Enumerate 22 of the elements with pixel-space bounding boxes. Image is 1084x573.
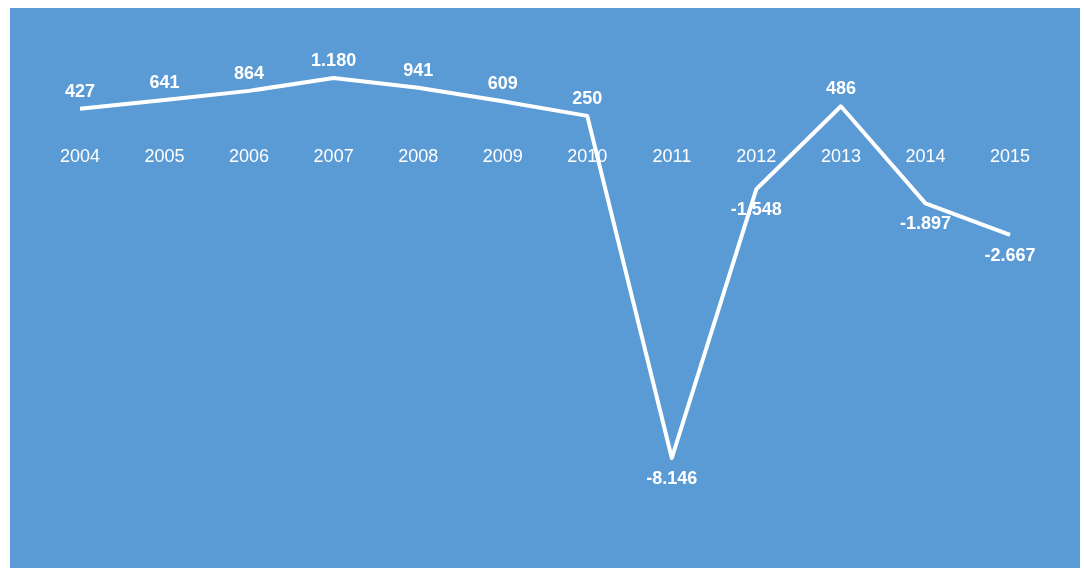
data-label: -8.146 (646, 468, 698, 488)
data-label: 1.180 (311, 50, 357, 70)
x-tick-label: 2008 (398, 146, 439, 167)
data-label: 941 (403, 59, 434, 80)
x-tick-label: 2006 (229, 146, 270, 167)
x-tick-label: 2012 (736, 146, 777, 167)
x-tick-label: 2009 (482, 146, 523, 167)
x-tick-label: 2005 (144, 146, 185, 167)
data-label: -2.667 (984, 244, 1036, 265)
data-label: 427 (64, 80, 96, 101)
x-tick-label: 2011 (652, 146, 692, 167)
data-label: 864 (234, 62, 265, 83)
x-tick-label: 2015 (989, 146, 1031, 167)
data-label: 641 (149, 71, 180, 92)
data-label: -1.897 (899, 213, 951, 234)
x-tick-label: 2013 (820, 146, 861, 167)
data-label: 250 (572, 87, 603, 108)
x-tick-label: 2014 (905, 146, 946, 167)
x-tick-label: 2007 (313, 146, 354, 167)
data-label: 486 (825, 78, 856, 99)
data-label: 609 (487, 73, 518, 94)
x-tick-label: 2004 (59, 146, 101, 167)
